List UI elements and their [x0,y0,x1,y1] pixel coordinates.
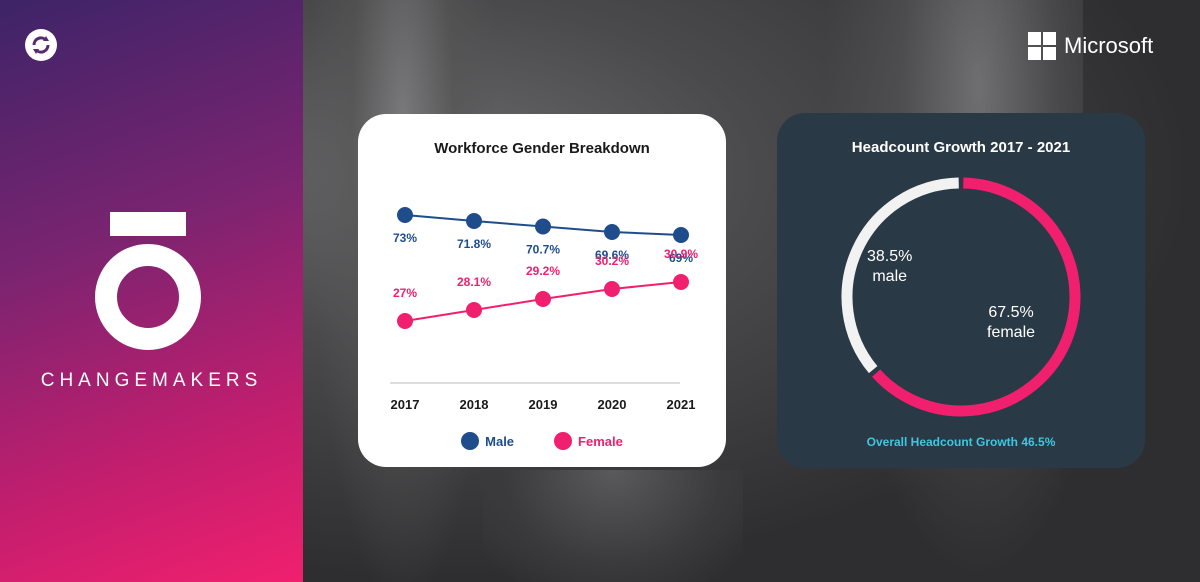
data-label-male-2017: 73% [393,231,417,245]
point-female-2018 [466,302,482,318]
brand-logo-icon [92,212,204,340]
donut-label-male: 38.5% male [867,247,912,287]
chart-legend: Male Female [358,432,726,450]
microsoft-grid-icon [1028,32,1056,60]
point-male-2021 [673,227,689,243]
data-label-female-2017: 27% [393,286,417,300]
x-tick-2018: 2018 [460,397,489,412]
point-female-2021 [673,274,689,290]
point-female-2019 [535,291,551,307]
data-label-female-2020: 30.2% [595,254,629,268]
donut-label-female: 67.5% female [987,303,1035,343]
headcount-growth-note: Overall Headcount Growth 46.5% [777,435,1145,449]
x-tick-2021: 2021 [667,397,696,412]
data-label-female-2018: 28.1% [457,275,491,289]
point-male-2020 [604,224,620,240]
donut-male-pct: 38.5% [867,247,912,267]
refresh-icon [24,28,58,62]
point-female-2020 [604,281,620,297]
brand-name: CHANGEMAKERS [0,370,303,392]
data-label-male-2019: 70.7% [526,243,560,257]
donut-female-text: female [987,323,1035,343]
point-male-2018 [466,213,482,229]
donut-male-text: male [867,267,912,287]
microsoft-logo: Microsoft [1028,32,1153,60]
line-chart: 73% 71.8% 70.7% 69.6% 69%27%28.1%29.2%30.2% 3… [358,114,726,467]
legend-female-swatch [554,432,572,450]
point-male-2019 [535,219,551,235]
donut-female-pct: 67.5% [987,303,1035,323]
x-tick-2017: 2017 [391,397,420,412]
brand-panel: CHANGEMAKERS [0,0,303,582]
x-tick-2020: 2020 [598,397,627,412]
legend-female-label: Female [578,434,623,449]
point-female-2017 [397,313,413,329]
donut-chart [777,113,1145,468]
headcount-donut-card: Headcount Growth 2017 - 2021 38.5% male … [777,113,1145,468]
legend-male-swatch [461,432,479,450]
legend-male: Male [461,432,514,450]
data-label-female-2021: 30.9% [664,247,698,261]
legend-female: Female [554,432,623,450]
donut-slice-female [876,183,1075,411]
point-male-2017 [397,207,413,223]
gender-line-chart-card: Workforce Gender Breakdown 73% 71.8% 70.7%… [358,114,726,467]
data-label-female-2019: 29.2% [526,264,560,278]
legend-male-label: Male [485,434,514,449]
x-tick-2019: 2019 [529,397,558,412]
partner-name: Microsoft [1064,33,1153,59]
data-label-male-2018: 71.8% [457,237,491,251]
